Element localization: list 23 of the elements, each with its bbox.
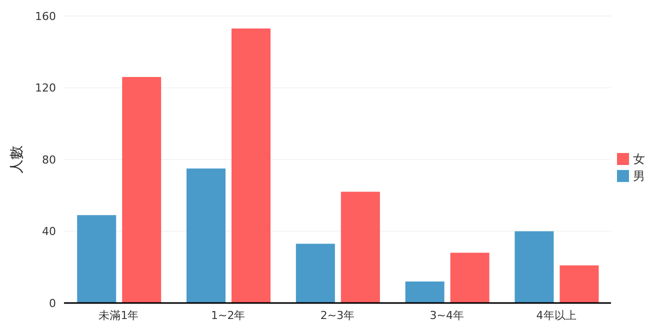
- bar: [186, 168, 226, 303]
- bar: [232, 28, 271, 303]
- bar: [77, 215, 116, 303]
- bar: [450, 252, 490, 303]
- y-axis-title: 人數: [8, 146, 25, 174]
- y-tick-label: 120: [35, 82, 56, 95]
- x-tick-label: 2~3年: [320, 308, 355, 322]
- bar: [560, 265, 599, 303]
- bar: [122, 76, 162, 303]
- x-tick-label: 3~4年: [430, 308, 464, 322]
- y-tick-label: 0: [49, 296, 56, 310]
- y-tick-label: 160: [35, 10, 56, 23]
- bar: [514, 231, 554, 303]
- y-tick-label: 80: [42, 153, 56, 166]
- x-tick-label: 未滿1年: [98, 308, 139, 322]
- x-tick-label: 4年以上: [536, 308, 576, 322]
- legend-label: 女: [633, 152, 645, 166]
- legend-label: 男: [633, 168, 645, 182]
- y-tick-label: 40: [42, 225, 56, 238]
- bar: [340, 192, 380, 303]
- bar: [405, 281, 444, 303]
- x-tick-label: 1~2年: [210, 308, 246, 322]
- bar: [296, 244, 335, 303]
